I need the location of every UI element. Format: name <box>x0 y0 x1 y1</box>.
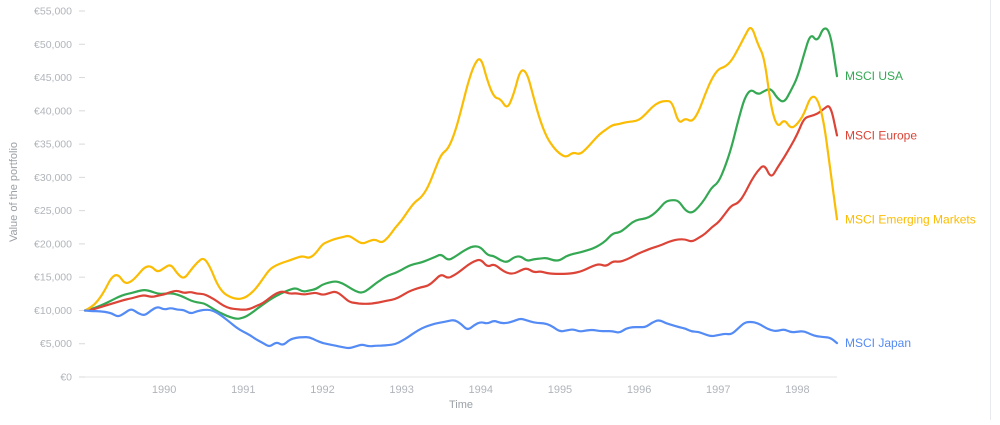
x-axis: 1990 1991 1992 1993 1994 1995 1996 1997 1998 <box>85 376 837 396</box>
y-axis-tick-label: €40,000 <box>34 105 72 117</box>
y-axis-tick-label: €20,000 <box>34 238 72 250</box>
x-axis-tick-label: 1993 <box>389 384 413 396</box>
y-axis-tick-label: €0 <box>60 372 72 384</box>
y-axis-title: Value of the portfolio <box>8 142 20 242</box>
x-axis-tick-label: 1996 <box>627 384 651 396</box>
panel-right-border <box>990 0 991 420</box>
series-label-msci-emerging-markets: MSCI Emerging Markets <box>845 212 976 226</box>
series-label-msci-europe: MSCI Europe <box>845 128 917 142</box>
series-line-msci-japan[interactable] <box>83 306 839 350</box>
x-axis-tick-label: 1992 <box>310 384 334 396</box>
y-axis-tick-label: €25,000 <box>34 205 72 217</box>
series-line-msci-emerging-markets[interactable] <box>83 26 839 312</box>
y-axis-tick-label: €50,000 <box>34 39 72 51</box>
x-axis-tick-label: 1994 <box>469 384 493 396</box>
y-axis-tick-label: €10,000 <box>34 305 72 317</box>
y-axis-tick-label: €5,000 <box>40 338 72 350</box>
series-line-msci-europe[interactable] <box>83 105 839 312</box>
x-axis-tick-label: 1991 <box>231 384 255 396</box>
series-end-labels: MSCI USA MSCI Europe MSCI Emerging Markets… <box>845 69 976 350</box>
series-label-msci-japan: MSCI Japan <box>845 336 911 350</box>
y-axis-tick-label: €45,000 <box>34 72 72 84</box>
x-axis-tick-label: 1998 <box>785 384 809 396</box>
y-axis: €0 €5,000 €10,000 €15,000 €20,000 €25,000 €30,… <box>34 6 85 384</box>
y-axis-tick-label: €30,000 <box>34 172 72 184</box>
series-label-msci-usa: MSCI USA <box>845 69 903 83</box>
y-axis-tick-label: €15,000 <box>34 272 72 284</box>
series-line-msci-usa[interactable] <box>83 27 839 320</box>
y-axis-tick-label: €55,000 <box>34 6 72 18</box>
x-axis-tick-label: 1997 <box>706 384 730 396</box>
x-axis-tick-label: 1995 <box>548 384 572 396</box>
x-axis-title: Time <box>449 399 473 411</box>
series-lines <box>83 26 839 350</box>
y-axis-tick-label: €35,000 <box>34 139 72 151</box>
x-axis-tick-label: 1990 <box>152 384 176 396</box>
